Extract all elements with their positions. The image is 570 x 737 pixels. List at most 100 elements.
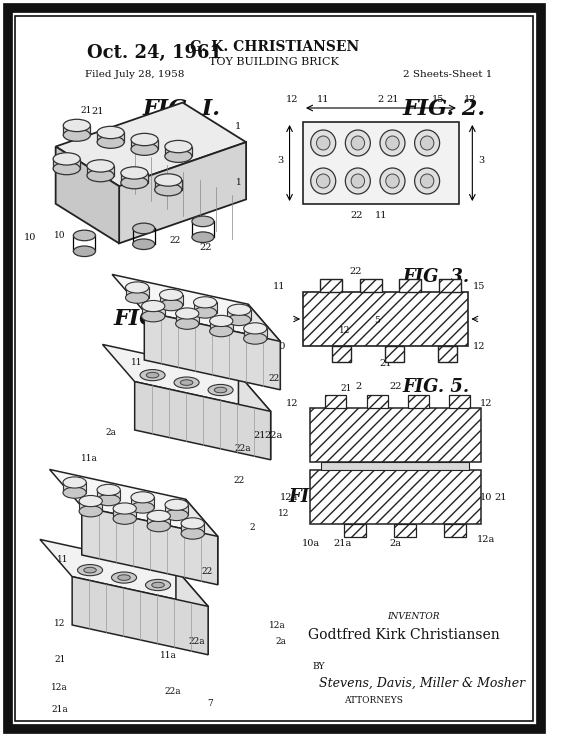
Ellipse shape (87, 160, 114, 172)
Ellipse shape (118, 575, 131, 580)
Text: 1: 1 (235, 122, 241, 131)
Text: 21: 21 (81, 105, 92, 114)
Text: FIG. 2.: FIG. 2. (402, 98, 485, 120)
Ellipse shape (180, 380, 193, 385)
Ellipse shape (63, 119, 91, 132)
Bar (310, 470, 481, 524)
Polygon shape (160, 295, 183, 305)
Ellipse shape (131, 133, 158, 146)
Ellipse shape (176, 308, 199, 319)
Text: Godtfred Kirk Christiansen: Godtfred Kirk Christiansen (308, 628, 500, 642)
Polygon shape (181, 523, 204, 534)
Ellipse shape (97, 484, 120, 495)
Text: 12a: 12a (279, 492, 298, 501)
Ellipse shape (113, 503, 136, 514)
Polygon shape (193, 302, 217, 312)
Text: 11: 11 (131, 357, 142, 366)
Polygon shape (56, 102, 246, 186)
Text: Filed July 28, 1958: Filed July 28, 1958 (85, 70, 184, 79)
Polygon shape (131, 497, 154, 508)
Ellipse shape (113, 513, 136, 524)
Circle shape (316, 174, 330, 188)
Text: ATTORNEYS: ATTORNEYS (344, 696, 402, 705)
Text: 12a: 12a (51, 683, 68, 693)
Polygon shape (147, 516, 170, 526)
Ellipse shape (174, 377, 199, 388)
Text: 12: 12 (473, 342, 486, 351)
Circle shape (380, 168, 405, 194)
Polygon shape (154, 180, 182, 189)
Ellipse shape (227, 304, 251, 315)
Text: 12: 12 (479, 399, 492, 408)
Ellipse shape (165, 499, 188, 510)
Ellipse shape (227, 315, 251, 326)
Ellipse shape (145, 579, 170, 590)
Text: 22: 22 (268, 374, 280, 383)
Ellipse shape (192, 216, 214, 227)
Text: 21: 21 (494, 492, 507, 501)
Ellipse shape (160, 299, 183, 311)
Text: 10: 10 (479, 492, 492, 501)
Polygon shape (176, 569, 208, 654)
Polygon shape (125, 287, 149, 298)
Polygon shape (135, 382, 271, 460)
Text: 2: 2 (356, 382, 362, 391)
Text: 22: 22 (233, 475, 244, 484)
Ellipse shape (154, 184, 182, 196)
Text: 12: 12 (339, 326, 350, 335)
Ellipse shape (176, 318, 199, 329)
Ellipse shape (147, 510, 170, 522)
Ellipse shape (165, 150, 192, 162)
Text: 10: 10 (274, 342, 286, 351)
Ellipse shape (210, 326, 233, 337)
Bar (439, 279, 461, 292)
Ellipse shape (141, 301, 165, 312)
Polygon shape (119, 142, 246, 243)
Text: 22: 22 (351, 211, 363, 220)
Polygon shape (97, 490, 120, 500)
Bar (344, 524, 365, 537)
Polygon shape (210, 321, 233, 331)
Text: 22: 22 (200, 243, 211, 252)
Text: 11a: 11a (160, 651, 177, 660)
Polygon shape (227, 310, 251, 320)
Text: FIG. 6.: FIG. 6. (288, 488, 356, 506)
Ellipse shape (214, 387, 227, 393)
Polygon shape (87, 166, 114, 175)
Text: 5: 5 (89, 528, 95, 537)
Circle shape (316, 136, 330, 150)
Bar (449, 395, 470, 408)
Bar (303, 292, 469, 346)
Text: 21: 21 (254, 430, 266, 439)
Text: 2: 2 (378, 95, 384, 104)
Polygon shape (97, 133, 124, 142)
Text: 1: 1 (235, 178, 242, 186)
Ellipse shape (192, 232, 214, 242)
Ellipse shape (140, 369, 165, 381)
Text: 11: 11 (374, 211, 387, 220)
Ellipse shape (125, 292, 149, 303)
Bar (445, 524, 466, 537)
Ellipse shape (97, 136, 124, 148)
Bar (360, 279, 382, 292)
Polygon shape (56, 147, 119, 243)
Ellipse shape (63, 477, 86, 488)
Ellipse shape (131, 502, 154, 513)
Ellipse shape (181, 518, 204, 529)
Text: 12: 12 (286, 399, 299, 408)
Text: 2a: 2a (389, 539, 401, 548)
Text: 22a: 22a (234, 444, 251, 453)
Polygon shape (63, 125, 91, 135)
Text: 22: 22 (389, 382, 402, 391)
Text: FIG. 5.: FIG. 5. (402, 378, 469, 396)
Polygon shape (53, 159, 80, 169)
Text: FIG. 4.: FIG. 4. (113, 308, 197, 330)
Ellipse shape (165, 509, 188, 520)
Polygon shape (243, 329, 267, 338)
Text: 22a: 22a (189, 638, 206, 646)
Polygon shape (50, 469, 218, 537)
Text: 10: 10 (54, 231, 66, 240)
Text: BY: BY (312, 662, 325, 671)
Text: 12: 12 (286, 95, 298, 104)
Text: 21: 21 (386, 95, 399, 104)
